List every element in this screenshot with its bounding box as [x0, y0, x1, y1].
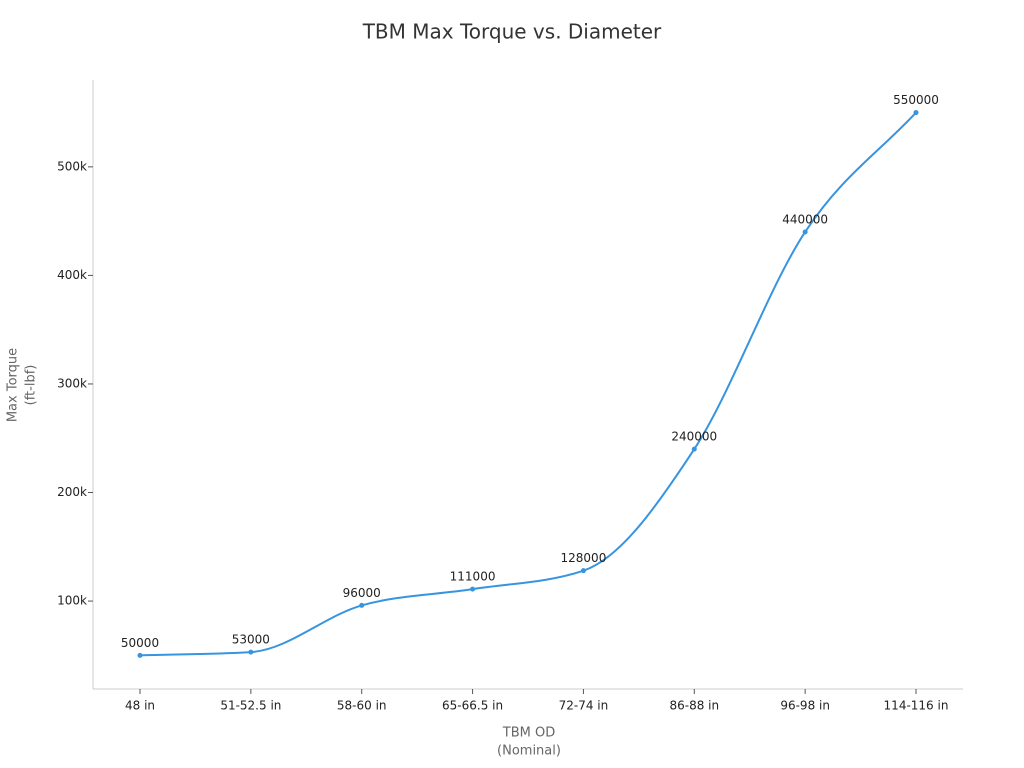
y-tick-label: 500k	[57, 159, 87, 173]
y-axis-title: Max Torque	[6, 348, 21, 422]
value-label: 111000	[450, 570, 496, 584]
point	[913, 110, 919, 116]
value-label: 440000	[782, 212, 828, 226]
point	[470, 586, 476, 592]
x-axis-title: (Nominal)	[497, 744, 561, 759]
x-tick-label: 48 in	[125, 699, 155, 713]
value-label: 550000	[893, 93, 939, 107]
value-label: 53000	[232, 633, 270, 647]
x-tick-label: 65-66.5 in	[442, 699, 503, 713]
value-label: 240000	[671, 430, 717, 444]
x-tick-label: 114-116 in	[884, 699, 949, 713]
point	[802, 229, 808, 235]
value-label: 128000	[561, 551, 607, 565]
y-axis-title: (ft-lbf)	[24, 365, 39, 406]
point	[691, 446, 697, 452]
point	[359, 602, 365, 608]
y-tick-label: 100k	[57, 594, 87, 608]
x-tick-label: 96-98 in	[780, 699, 830, 713]
y-tick-label: 300k	[57, 376, 87, 390]
value-label: 96000	[343, 586, 381, 600]
x-tick-label: 72-74 in	[559, 699, 609, 713]
value-label: 50000	[121, 636, 159, 650]
point	[580, 568, 586, 574]
y-tick-label: 200k	[57, 485, 87, 499]
y-tick-label: 400k	[57, 268, 87, 282]
line	[139, 111, 917, 657]
x-tick-label: 86-88 in	[669, 699, 719, 713]
chart-title: TBM Max Torque vs. Diameter	[362, 20, 662, 44]
x-axis-title: TBM OD	[502, 726, 555, 741]
point	[137, 652, 143, 658]
x-tick-label: 51-52.5 in	[220, 699, 281, 713]
x-tick-label: 58-60 in	[337, 699, 387, 713]
point	[248, 649, 254, 655]
